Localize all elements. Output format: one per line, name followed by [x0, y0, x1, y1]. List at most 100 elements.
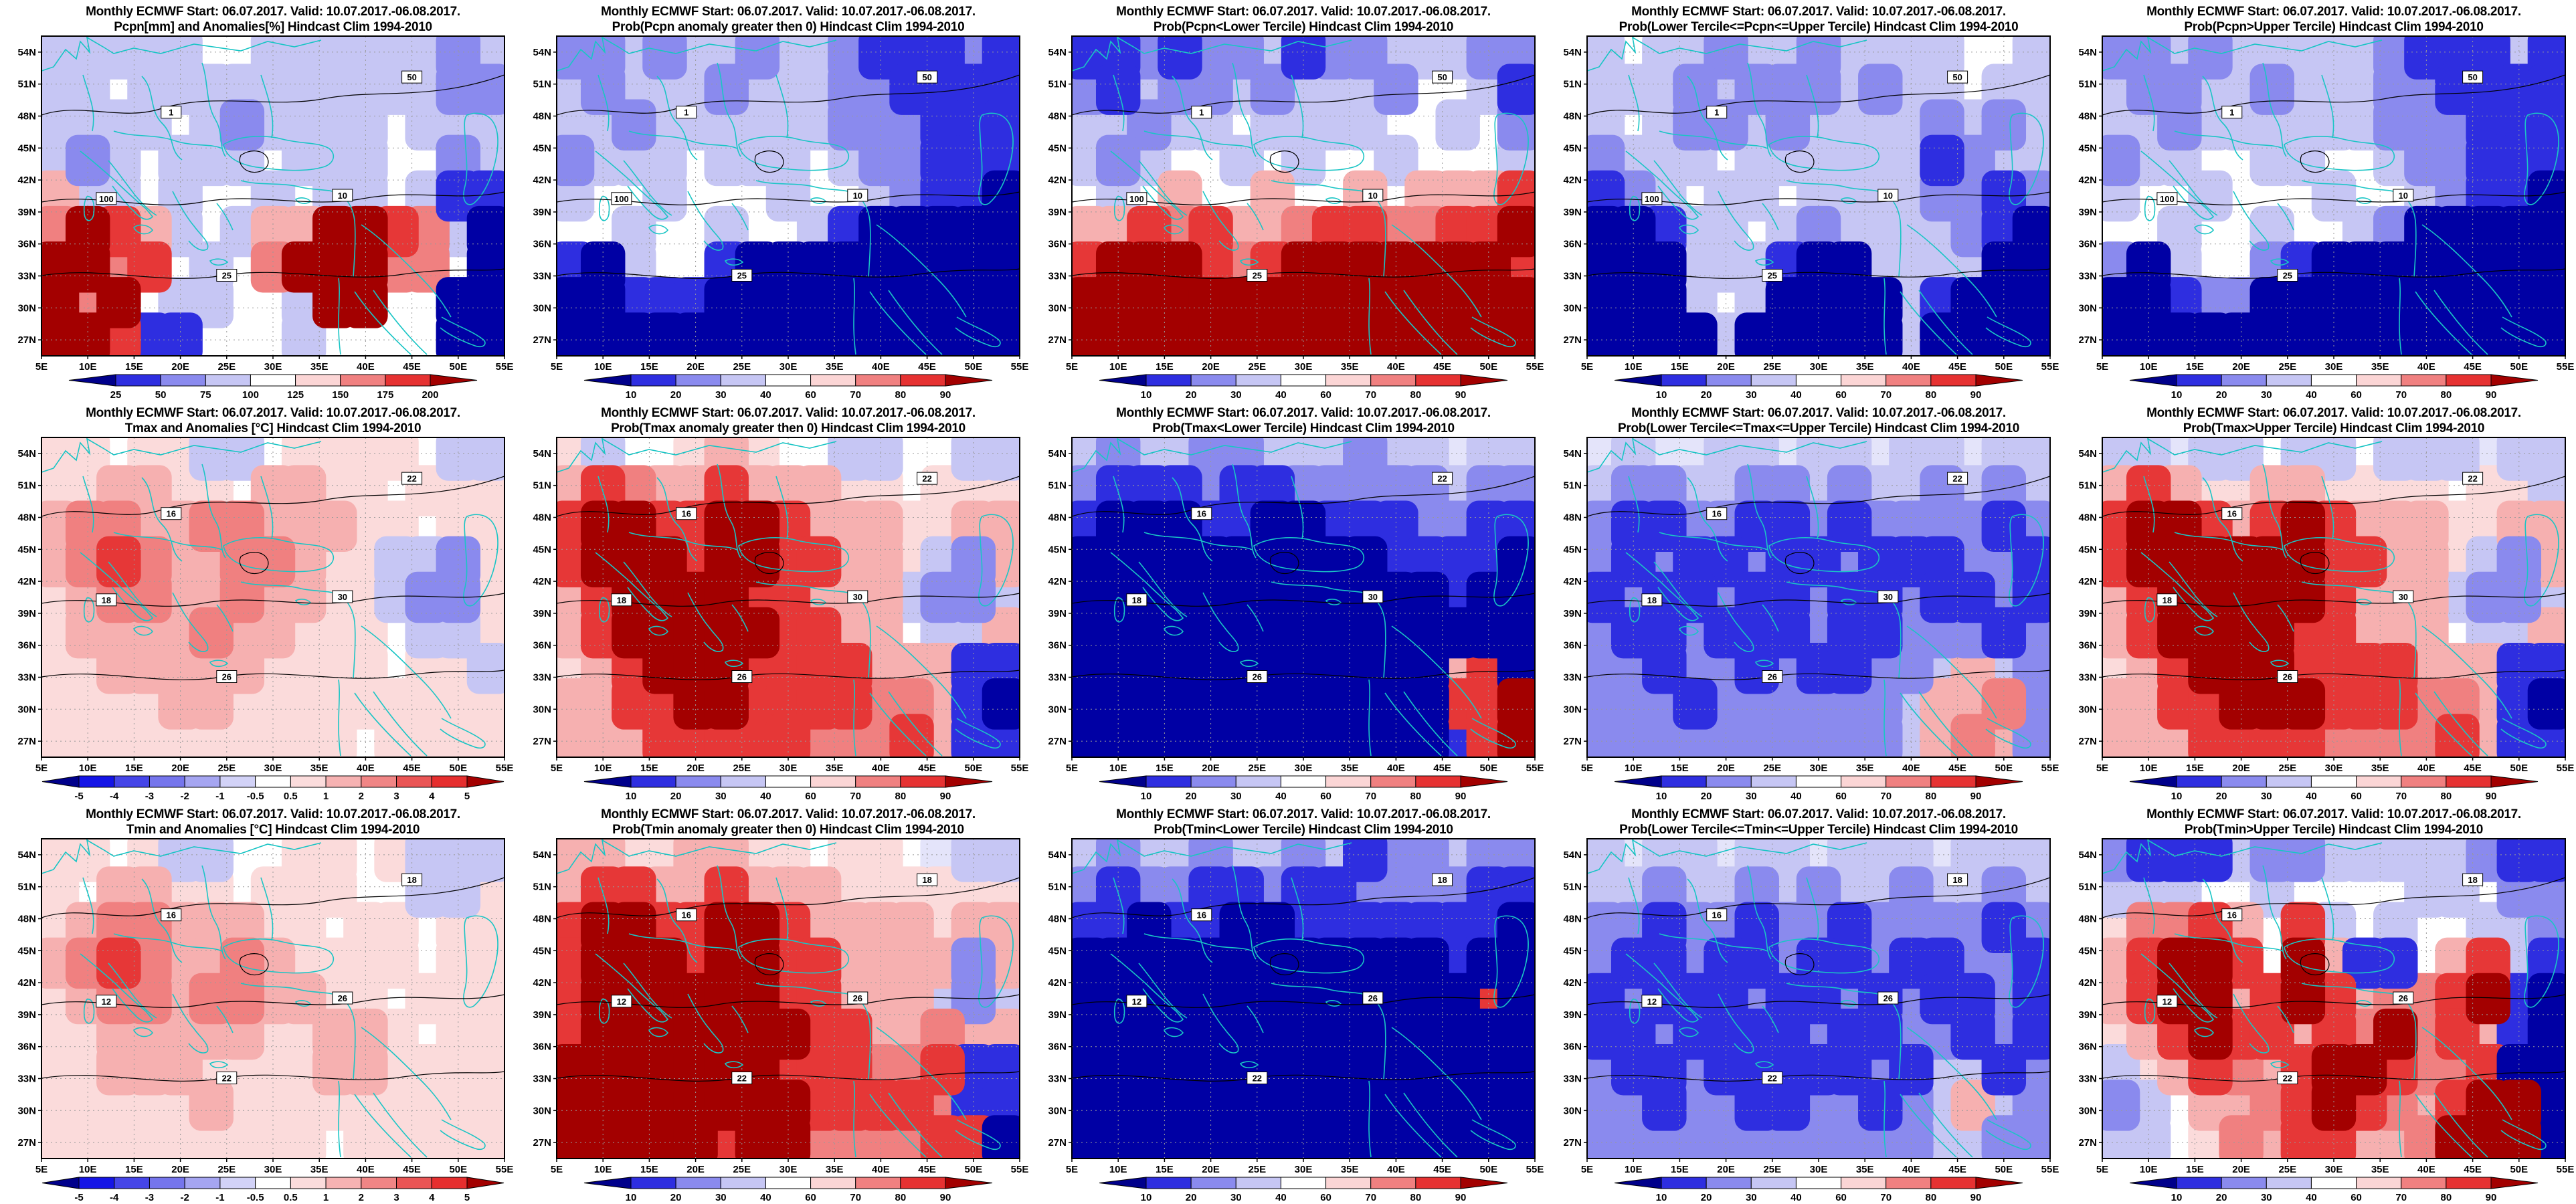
colorbar-tick-label: 30: [1746, 389, 1757, 400]
map-plot: 181222261654N51N48N45N42N39N36N33N30N27N…: [17, 838, 513, 1203]
contour-label: 16: [167, 509, 176, 519]
contour-label-box: [216, 1072, 238, 1084]
lat-tick-label: 39N: [17, 207, 36, 218]
contour-label-box: [2277, 670, 2298, 683]
colorbar-tick-label: 0.5: [284, 791, 298, 801]
colorbar-tick-label: 80: [895, 1192, 907, 1203]
panel-title: Monthly ECMWF Start: 06.07.2017. Valid: …: [2146, 807, 2521, 821]
contour-label: 18: [1647, 595, 1657, 605]
panel-title: Monthly ECMWF Start: 06.07.2017. Valid: …: [1116, 5, 1491, 19]
colorbar-segment: [2176, 775, 2222, 788]
colorbar-tick-label: 10: [2171, 389, 2183, 400]
lat-tick-label: 51N: [2078, 79, 2097, 90]
contour-label: 16: [2227, 910, 2237, 920]
colorbar-tick-label: 70: [850, 791, 861, 801]
lon-tick-label: 55E: [2557, 1164, 2575, 1175]
contour-label: 22: [737, 1074, 747, 1084]
lon-tick-label: 50E: [1479, 361, 1497, 373]
colorbar-tick-label: 40: [760, 791, 771, 801]
contour-label-box: [1641, 593, 1663, 607]
colorbar-right-arrow: [1460, 374, 1508, 387]
colorbar-segment: [2176, 1177, 2222, 1189]
colorbar-segment: [765, 374, 812, 387]
contour-label-box: [676, 908, 697, 922]
forecast-panel: Monthly ECMWF Start: 06.07.2017. Valid: …: [1546, 803, 2061, 1204]
colorbar-tick-label: -0.5: [247, 1192, 264, 1203]
colorbar-tick-label: 90: [2486, 389, 2497, 400]
lat-tick-label: 48N: [17, 111, 36, 122]
colorbar-tick-label: 40: [760, 389, 771, 400]
lat-tick-label: 30N: [17, 1105, 36, 1116]
colorbar: 10 20 30 40 60 70 80 90: [1099, 1177, 1508, 1203]
colorbar-tick-label: 60: [805, 389, 816, 400]
forecast-panel: Monthly ECMWF Start: 06.07.2017. Valid: …: [0, 0, 515, 401]
lat-tick-label: 45N: [17, 142, 36, 154]
colorbar-segment: [1885, 775, 1932, 788]
colorbar-segment: [675, 374, 721, 387]
panel-title: Monthly ECMWF Start: 06.07.2017. Valid: …: [2146, 5, 2521, 19]
contour-label-box: [1247, 1072, 1268, 1084]
contour-label: 50: [407, 72, 416, 82]
lon-tick-label: 15E: [1156, 763, 1174, 774]
lon-tick-label: 5E: [35, 361, 48, 373]
colorbar: 25 50 75 100 125 150 175 200: [68, 374, 478, 400]
lon-tick-label: 30E: [264, 763, 282, 774]
colorbar-tick-label: 10: [626, 791, 637, 801]
colorbar-segment: [2401, 1177, 2447, 1189]
forecast-panel: Monthly ECMWF Start: 06.07.2017. Valid: …: [515, 803, 1030, 1204]
lat-tick-label: 42N: [1048, 576, 1067, 587]
lon-tick-label: 20E: [2232, 361, 2250, 373]
colorbar-tick-label: 20: [670, 791, 682, 801]
colorbar-tick-label: 150: [332, 389, 349, 400]
lat-tick-label: 51N: [1048, 480, 1067, 492]
lon-tick-label: 35E: [1341, 1164, 1359, 1175]
colorbar-tick-label: 50: [155, 389, 167, 400]
lat-tick-label: 42N: [17, 175, 36, 186]
coastline-borders: [41, 437, 498, 757]
colorbar-tick-label: 10: [1141, 791, 1152, 801]
panel-subtitle: Prob(Pcpn anomaly greater then 0) Hindca…: [612, 20, 965, 34]
contour-label: 100: [99, 194, 114, 204]
contour-label-box: [1126, 192, 1147, 205]
contour-label-box: [1641, 192, 1663, 205]
contour-label: 18: [922, 875, 931, 885]
lon-tick-label: 10E: [594, 1164, 612, 1175]
lon-tick-label: 30E: [1810, 1164, 1828, 1175]
colorbar-segment: [219, 1177, 256, 1189]
colorbar-tick-label: 30: [715, 389, 727, 400]
contour-label: 25: [1253, 271, 1262, 281]
colorbar-tick-label: 80: [1410, 791, 1422, 801]
colorbar-segment: [2310, 775, 2357, 788]
lon-tick-label: 10E: [79, 361, 97, 373]
lat-tick-label: 39N: [1048, 207, 1067, 218]
lat-tick-label: 54N: [2078, 47, 2097, 58]
colorbar-tick-label: 70: [2395, 389, 2407, 400]
colorbar-segment: [1885, 1177, 1932, 1189]
lat-tick-label: 54N: [1563, 448, 1582, 460]
lat-tick-label: 51N: [1563, 79, 1582, 90]
colorbar-right-arrow: [430, 374, 478, 387]
colorbar-segment: [675, 1177, 721, 1189]
contour-label-box: [2462, 70, 2484, 84]
lon-tick-label: 25E: [1763, 1164, 1781, 1175]
lon-tick-label: 10E: [1625, 361, 1643, 373]
lat-tick-label: 45N: [533, 544, 551, 555]
panel-subtitle: Prob(Tmin>Upper Tercile) Hindcast Clim 1…: [2184, 823, 2484, 837]
lat-tick-label: 36N: [1048, 1041, 1067, 1053]
contour-label: 16: [167, 910, 176, 920]
map-plot: 22 18 26 30 16 54N 51N 48N 45N 42N 39N 36N 33N 30N 27N…: [17, 437, 513, 801]
lat-tick-label: 33N: [2078, 1074, 2097, 1085]
lon-tick-label: 15E: [1671, 1164, 1689, 1175]
map-plot: 50 100 25 10 1 54N 51N 48N 45N 42N 39N 36N 33N 30N 27N…: [1563, 35, 2059, 400]
lon-tick-label: 15E: [640, 763, 658, 774]
panel-subtitle: Prob(Pcpn>Upper Tercile) Hindcast Clim 1…: [2184, 20, 2484, 34]
lon-tick-label: 50E: [2510, 361, 2528, 373]
lat-tick-label: 27N: [1048, 1137, 1067, 1148]
lat-tick-label: 39N: [17, 1009, 36, 1021]
lon-tick-label: 35E: [1856, 763, 1874, 774]
contour-label-box: [216, 269, 238, 282]
colorbar-right-arrow: [2490, 1177, 2539, 1189]
colorbar-tick-label: 90: [1455, 1192, 1467, 1203]
contour-label-box: [1432, 70, 1453, 84]
lon-tick-label: 10E: [1109, 763, 1127, 774]
